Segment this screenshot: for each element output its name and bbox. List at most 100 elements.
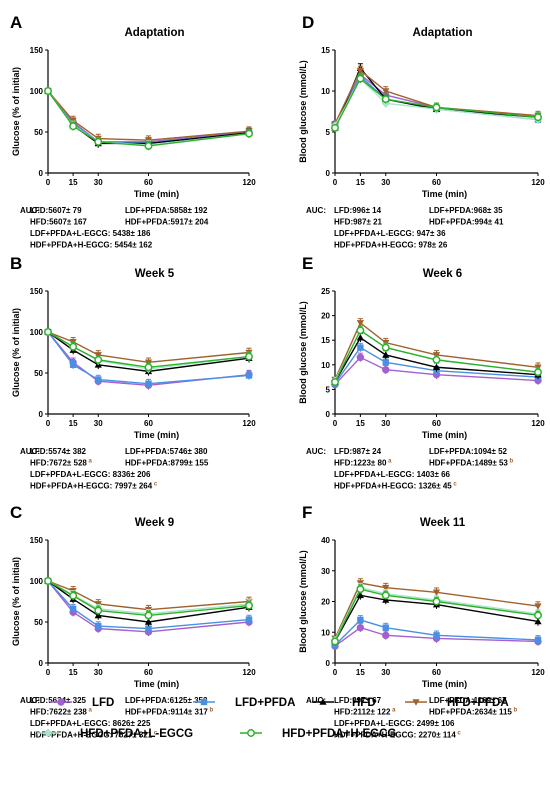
auc-entry: HDF+PFDA:8799± 155 [125, 459, 209, 468]
legend-label: LFD+PFDA [235, 697, 295, 709]
auc-significance: c [452, 482, 458, 488]
auc-significance: a [386, 459, 392, 465]
y-tick-label: 150 [30, 46, 44, 55]
auc-value: LFD:996± 14 [334, 206, 382, 215]
legend: LFD LFD+PFDA HFD HFD+PFDA HFD+PFDA+L-EGCG HFD… [37, 697, 509, 740]
data-point [382, 88, 390, 95]
auc-value: LFD:5574± 382 [30, 447, 87, 456]
legend-item-lfd-pfda: LFD+PFDA [193, 697, 295, 709]
auc-value: LDF+PFDA+L-EGCG: 8336± 206 [30, 470, 151, 479]
auc-entry: LDF+PFDA+L-EGCG: 8336± 206 [30, 470, 151, 479]
data-point [382, 351, 390, 358]
data-point [44, 328, 52, 336]
data-point [534, 617, 542, 625]
data-point [245, 352, 253, 361]
auc-value: LDF+PFDA+L-EGCG: 1403± 66 [334, 470, 451, 479]
data-point [144, 618, 153, 625]
panel-label: A [10, 13, 22, 32]
auc-value: LDF+PFDA+L-EGCG: 5438± 186 [30, 229, 151, 238]
data-point [94, 606, 103, 615]
legend-marker [412, 699, 420, 706]
data-point [356, 333, 364, 341]
x-tick-label: 30 [94, 419, 103, 428]
y-tick-label: 0 [326, 169, 331, 178]
data-point [94, 137, 103, 146]
legend-item-hfd-pfda: HFD+PFDA [405, 697, 509, 709]
panel-title: Adaptation [124, 27, 184, 39]
y-tick-label: 15 [321, 46, 330, 55]
auc-value: LFD:987± 24 [334, 447, 382, 456]
x-tick-label: 15 [69, 668, 78, 677]
data-point [356, 74, 365, 83]
y-tick-label: 50 [34, 128, 43, 137]
data-point [356, 585, 365, 594]
auc-significance: c [456, 731, 462, 737]
auc-entry: LDF+PFDA+L-EGCG: 1403± 66 [334, 470, 451, 479]
y-tick-label: 150 [30, 536, 44, 545]
x-axis-label: Time (min) [134, 679, 179, 689]
x-axis-label: Time (min) [134, 430, 179, 440]
auc-label: AUC: [20, 447, 40, 456]
panel-label: C [10, 503, 22, 522]
auc-entry: HFD:7672± 528 a [30, 459, 93, 468]
legend-marker [200, 698, 208, 706]
auc-label: AUC: [306, 447, 326, 456]
auc-entry: LDF+PFDA:1094± 52 [429, 447, 508, 456]
series-line [47, 90, 250, 141]
auc-value: HDF+PFDA:9114± 317 [125, 708, 208, 717]
x-tick-label: 15 [356, 178, 365, 187]
data-point [144, 611, 153, 620]
data-point [69, 605, 77, 613]
x-tick-label: 60 [144, 178, 153, 187]
auc-value: LDF+PFDA+L-EGCG: 947± 36 [334, 229, 446, 238]
data-point [245, 372, 253, 379]
data-point [331, 378, 339, 386]
data-point [382, 584, 390, 592]
auc-value: HDF+PFDA+H-EGCG: 7997± 264 [30, 482, 153, 491]
legend-label: LFD [92, 697, 114, 709]
data-point [432, 103, 441, 112]
auc-value: LDF+PFDA:5746± 380 [125, 447, 208, 456]
data-point [356, 67, 364, 75]
y-tick-label: 150 [30, 287, 44, 296]
x-tick-label: 60 [432, 419, 441, 428]
data-point [331, 123, 339, 132]
legend-item-lfd: LFD [50, 697, 114, 709]
data-point [94, 355, 103, 364]
panel-B: B Week 5 0 50 100 150 0 15 30 60 120 Time (min) Gluc… [10, 254, 256, 491]
y-tick-label: 10 [321, 628, 330, 637]
panel-title: Adaptation [412, 27, 472, 39]
y-axis-label: Glucose (% of initial) [11, 308, 21, 397]
x-tick-label: 120 [531, 178, 545, 187]
y-tick-label: 50 [34, 618, 43, 627]
y-tick-label: 0 [326, 659, 331, 668]
x-tick-label: 60 [432, 668, 441, 677]
auc-entry: LFD:5574± 382 [30, 447, 87, 456]
auc-significance: a [390, 708, 396, 714]
data-point [432, 597, 441, 606]
auc-value: LFD:5607± 79 [30, 206, 82, 215]
auc-significance: a [87, 459, 93, 465]
x-tick-label: 30 [381, 668, 390, 677]
x-tick-label: 120 [242, 419, 256, 428]
auc-significance: b [508, 459, 514, 465]
x-axis-label: Time (min) [422, 679, 467, 689]
x-axis-label: Time (min) [422, 430, 467, 440]
x-tick-label: 60 [144, 419, 153, 428]
auc-entry: LDF+PFDA:1169± 67 [429, 696, 507, 705]
x-tick-label: 120 [242, 178, 256, 187]
auc-entry: LFD:997± 67 [334, 696, 382, 705]
data-point [432, 363, 441, 371]
legend-label: HFD [352, 697, 376, 709]
auc-entry: LDF+PFDA+L-EGCG: 2499± 106 [334, 719, 455, 728]
auc-label: AUC: [306, 206, 326, 215]
auc-label: AUC: [20, 696, 40, 705]
auc-entry: LDF+PFDA+L-EGCG: 947± 36 [334, 229, 446, 238]
panel-A: A Adaptation 0 50 100 150 0 15 30 60 120 Time (min)… [10, 13, 256, 250]
auc-value: LDF+PFDA:968± 35 [429, 206, 503, 215]
y-axis-label: Glucose (% of initial) [11, 67, 21, 156]
x-tick-label: 15 [356, 668, 365, 677]
auc-significance: b [208, 708, 214, 714]
data-point [144, 141, 153, 150]
